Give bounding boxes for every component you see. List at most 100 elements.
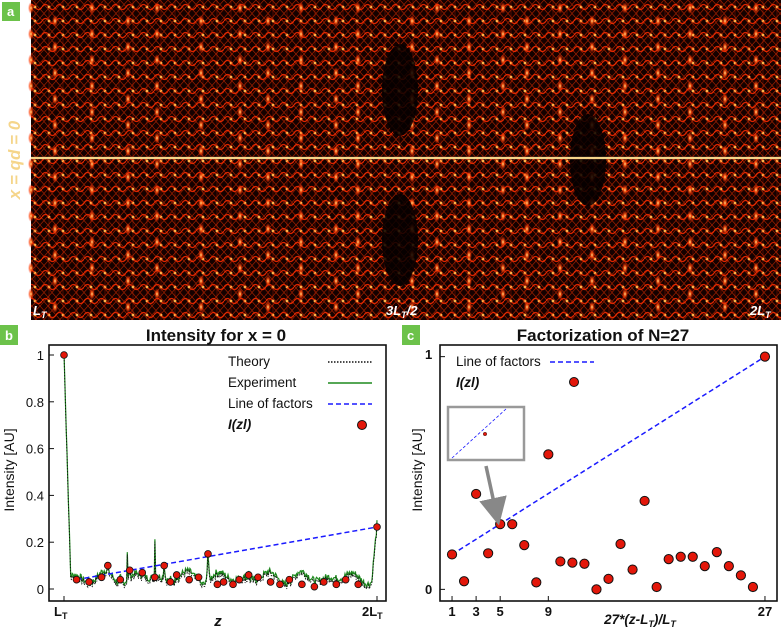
carpet-spot [722,15,728,27]
carpet-spot [500,106,506,118]
intensity-point [138,568,147,577]
inset-factor-line [451,408,507,459]
carpet-spot [125,197,131,209]
intensity-point [85,578,93,586]
chart-c-title: Factorization of N=27 [517,326,689,345]
carpet-spot [265,301,271,313]
carpet-spot [154,288,160,300]
chart-b-xtick-2lt: 2LT [362,604,383,621]
intensity-point [60,351,68,359]
intensity-point [567,557,578,568]
carpet-spot [655,275,661,287]
carpet-spot [237,106,243,118]
carpet-spot [524,119,530,131]
intensity-point [235,575,244,584]
carpet-dark-lobe [570,114,606,206]
carpet-spot [198,93,204,105]
carpet-spot [52,67,58,79]
carpet-spot [500,2,506,14]
inset-point [483,432,488,437]
carpet-spot [298,288,304,300]
carpet-spot [466,249,472,261]
carpet-spot [687,106,693,118]
intensity-point [446,549,458,560]
carpet-spot [28,132,34,144]
badge-c-label: c [407,328,414,343]
carpet-spot [298,132,304,144]
carpet-spot [125,249,131,261]
carpet-spot [722,171,728,183]
intensity-point [615,538,626,550]
carpet-spot [52,145,58,157]
carpet-spot [524,301,530,313]
carpet-spot [622,132,628,144]
carpet-spot [557,132,563,144]
carpet-spot [333,249,339,261]
carpet-spot [753,80,759,92]
carpet-spot [333,145,339,157]
carpet-spot [687,132,693,144]
carpet-spot [524,171,530,183]
badge-b-label: b [5,328,13,343]
carpet-spot [89,158,95,170]
legend-b-experiment-label: Experiment [228,375,297,390]
carpet-spot [434,2,440,14]
intensity-point [699,560,710,572]
carpet-spot [589,67,595,79]
carpet-spot [466,275,472,287]
carpet-spot [466,67,472,79]
intensity-point [244,571,253,579]
legend-b-points-swatch [357,420,367,430]
carpet-spot [409,275,415,287]
chart-b-legend: Theory Experiment Line of factors I(zl) [228,354,372,432]
intensity-point [104,561,112,570]
carpet-spot [28,288,34,300]
carpet-spot [524,249,530,261]
carpet-spot [687,210,693,222]
carpet-spot [589,15,595,27]
carpet-xtick-3lt2: 3LT/2 [386,303,418,320]
carpet-spot [28,2,34,14]
intensity-point [627,564,638,575]
intensity-point [591,584,602,595]
carpet-spot [298,210,304,222]
carpet-spot [722,275,728,287]
carpet-spot [89,28,95,40]
chart-c-xtick-label: 5 [497,604,504,619]
carpet-spot [524,67,530,79]
carpet-spot [298,54,304,66]
intensity-point [219,578,228,586]
intensity-point [125,566,134,575]
carpet-spot [298,80,304,92]
intensity-point [555,556,566,567]
carpet-spot [333,171,339,183]
carpet-spot [198,15,204,27]
carpet-spot [89,80,95,92]
carpet-spot [154,262,160,274]
intensity-point [373,523,381,531]
carpet-spot [466,223,472,235]
chart-b-xtick-lt: LT [54,604,68,621]
carpet-spot [52,171,58,183]
carpet-spot [500,158,506,170]
carpet-spot [589,223,595,235]
chart-c-plot-area [446,351,771,595]
legend-c-points-swatch [569,377,579,387]
carpet-spot [52,197,58,209]
intensity-point [160,561,168,570]
carpet-spot [355,132,361,144]
carpet-spot [722,301,728,313]
intensity-point [276,580,284,589]
carpet-spot [154,28,160,40]
carpet-spot [154,236,160,248]
carpet-spot [265,275,271,287]
carpet-spot [355,262,361,274]
chart-c-xtick-label: 1 [448,604,455,619]
carpet-spot [655,145,661,157]
carpet-spot [355,54,361,66]
carpet-spot [687,236,693,248]
carpet-spot [125,301,131,313]
carpet-spot [154,158,160,170]
panel-a: a x = qd = 0 LT 3LT/2 2LT [2,0,781,320]
chart-b-ytick-label: 0.4 [26,488,44,503]
